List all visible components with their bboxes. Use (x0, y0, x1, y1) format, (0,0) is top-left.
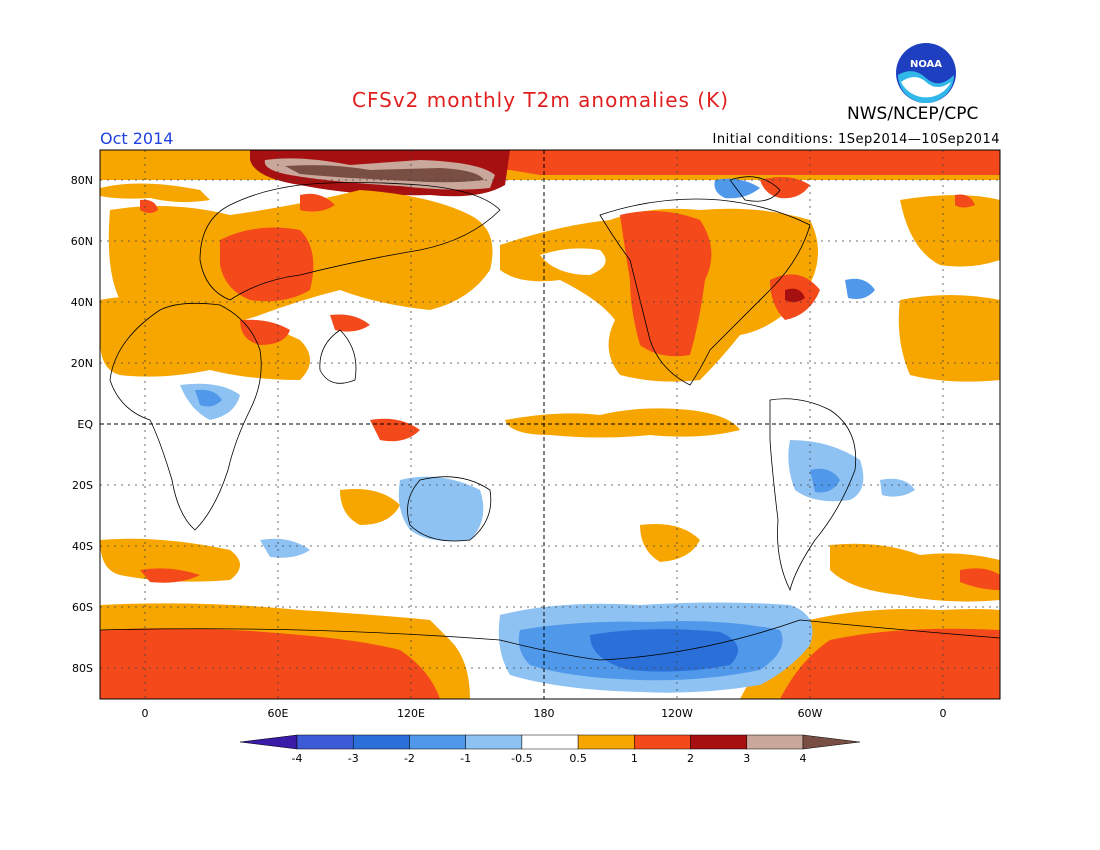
anomaly-region (810, 468, 840, 493)
anomaly-region (830, 543, 1000, 602)
colorbar-segment (296, 734, 354, 750)
anomaly-region (785, 288, 805, 303)
anomaly-region (714, 178, 760, 199)
anomaly-region (898, 295, 1000, 382)
anomaly-region (845, 278, 875, 299)
lon-labels: 0 60E 120E 180 120W 60W 0 (142, 707, 947, 720)
lat-label: 80S (72, 662, 93, 675)
anomaly-region (505, 408, 740, 438)
anomaly-region (340, 489, 400, 525)
lon-label: 0 (940, 707, 947, 720)
lon-label: 120E (397, 707, 425, 720)
anomaly-region (640, 524, 700, 562)
lat-label: 80N (71, 174, 93, 187)
lat-label: 20S (72, 479, 93, 492)
anomaly-region (880, 478, 915, 497)
anomaly-region (100, 150, 1000, 175)
coastlines (100, 176, 1000, 661)
valid-month-label: Oct 2014 (100, 129, 174, 148)
anomaly-region (590, 629, 738, 672)
lat-label: 60S (72, 601, 93, 614)
anomaly-region (398, 476, 484, 542)
anomaly-region (100, 296, 310, 380)
colorbar-label: 3 (743, 752, 750, 765)
lat-label: EQ (77, 418, 93, 431)
anomaly-region (300, 193, 335, 212)
anomaly-region (100, 628, 440, 699)
anomaly-region (140, 199, 158, 213)
lat-label: 40N (71, 296, 93, 309)
colorbar-label: -4 (292, 752, 303, 765)
anomaly-region (140, 568, 200, 583)
colorbar-segment (577, 734, 635, 750)
colorbar-label: -1 (460, 752, 471, 765)
anomaly-region (620, 211, 712, 357)
anomaly-region (780, 628, 1000, 699)
colorbar-segment (634, 734, 691, 750)
anomaly-region (240, 319, 290, 345)
anomaly-region (760, 176, 810, 199)
lat-labels: 80N 60N 40N 20N EQ 20S 40S 60S 80S (71, 174, 94, 675)
agency-label: NWS/NCEP/CPC (847, 104, 979, 124)
colorbar-label: 1 (631, 752, 638, 765)
colorbar-label: -0.5 (511, 752, 532, 765)
colorbar-label: 2 (687, 752, 694, 765)
colorbar-segment (352, 734, 410, 750)
colorbar-segment (690, 734, 748, 750)
anomaly-region (330, 314, 370, 332)
anomaly-region (900, 195, 1000, 267)
logo-text: NOAA (910, 59, 942, 70)
lon-label: 60W (798, 707, 823, 720)
anomaly-region (285, 165, 484, 183)
colorbar-segment (465, 734, 523, 750)
anomaly-region (195, 389, 222, 407)
colorbar: -4 -3 -2 -1 -0.5 0.5 1 2 3 4 (239, 734, 861, 765)
initial-conditions-label: Initial conditions: 1Sep2014—10Sep2014 (712, 132, 1000, 147)
anomaly-region (220, 227, 314, 302)
anomaly-region (100, 538, 240, 582)
colorbar-segment (409, 734, 466, 750)
chart-title: CFSv2 monthly T2m anomalies (K) (352, 88, 729, 112)
anomaly-region (955, 194, 975, 208)
lon-label: 120W (661, 707, 693, 720)
lat-label: 20N (71, 357, 93, 370)
lat-label: 40S (72, 540, 93, 553)
lon-label: 0 (142, 707, 149, 720)
equator-dateline (100, 150, 1000, 699)
anomaly-region (960, 568, 1000, 590)
colorbar-segment (239, 734, 298, 750)
lon-label: 60E (268, 707, 289, 720)
colorbar-label: -3 (348, 752, 359, 765)
lon-label: 180 (534, 707, 555, 720)
lat-label: 60N (71, 235, 93, 248)
noaa-logo: NOAA (896, 43, 956, 103)
colorbar-label: 4 (800, 752, 807, 765)
anomaly-region (100, 183, 210, 203)
colorbar-label: 0.5 (569, 752, 587, 765)
anomaly-region (540, 248, 606, 275)
colorbar-segment (802, 734, 861, 750)
colorbar-segment (521, 734, 579, 750)
anomaly-region (260, 538, 310, 558)
colorbar-segment (746, 734, 804, 750)
colorbar-label: -2 (404, 752, 415, 765)
map-frame (99, 149, 1001, 700)
